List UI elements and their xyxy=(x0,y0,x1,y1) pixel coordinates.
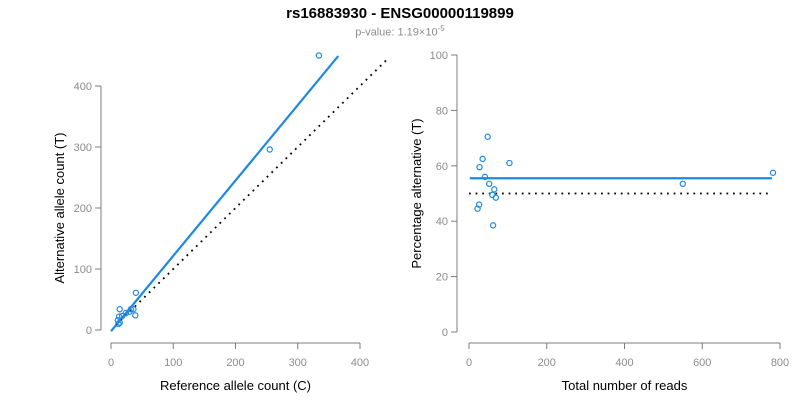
data-point xyxy=(130,306,137,313)
data-point xyxy=(122,309,130,317)
x-tick-label: 400 xyxy=(351,357,369,369)
regression-line xyxy=(110,55,340,332)
data-point xyxy=(489,222,497,229)
percentage-panel-x-axis-title: Total number of reads xyxy=(562,378,688,393)
figure-subtitle: p-value: 1.19×10-5 xyxy=(0,24,800,39)
x-tick-label: 400 xyxy=(615,357,633,369)
data-point xyxy=(115,313,123,320)
y-tick-label: 0 xyxy=(442,327,448,339)
data-point xyxy=(679,180,687,188)
data-point xyxy=(474,205,481,212)
data-point xyxy=(479,155,486,163)
data-point xyxy=(132,289,140,296)
x-tick-label: 0 xyxy=(466,357,472,369)
data-point xyxy=(132,312,139,319)
data-point xyxy=(116,319,123,326)
identity-line xyxy=(115,57,390,326)
y-tick-label: 80 xyxy=(436,105,448,117)
y-tick-label: 300 xyxy=(74,142,92,154)
x-tick-label: 200 xyxy=(538,357,556,369)
y-tick-label: 200 xyxy=(74,203,92,215)
x-tick-label: 300 xyxy=(289,357,307,369)
allele-counts-panel-x-axis-title: Reference allele count (C) xyxy=(160,378,311,393)
y-tick-label: 40 xyxy=(436,216,448,228)
x-tick-label: 100 xyxy=(164,357,182,369)
data-point xyxy=(115,320,122,328)
x-tick-label: 600 xyxy=(693,357,711,369)
percentage-panel-y-axis-title: Percentage alternative (T) xyxy=(409,118,424,268)
data-point xyxy=(486,180,493,188)
data-point xyxy=(492,194,500,201)
y-tick-label: 100 xyxy=(74,264,92,276)
allele-counts-panel-y-axis-title: Alternative allele count (T) xyxy=(52,132,67,283)
data-point xyxy=(506,159,513,167)
data-point xyxy=(484,133,491,140)
data-point xyxy=(481,173,489,181)
data-point xyxy=(116,306,123,313)
x-tick-label: 800 xyxy=(771,357,789,369)
y-tick-label: 100 xyxy=(430,50,448,62)
pvalue-exponent: -5 xyxy=(437,24,445,33)
data-point xyxy=(489,191,496,199)
y-tick-label: 60 xyxy=(436,161,448,173)
y-tick-label: 20 xyxy=(436,272,448,284)
figure-title: rs16883930 - ENSG00000119899 xyxy=(286,5,514,22)
data-point xyxy=(476,163,483,171)
data-point xyxy=(119,312,126,320)
pvalue-text: p-value: 1.19×10 xyxy=(355,26,438,39)
y-tick-label: 0 xyxy=(86,325,92,337)
data-point xyxy=(266,146,273,153)
data-point xyxy=(491,186,498,193)
x-tick-label: 0 xyxy=(108,357,114,369)
x-tick-label: 200 xyxy=(226,357,244,369)
y-tick-label: 400 xyxy=(74,81,92,93)
data-point xyxy=(315,52,323,59)
data-point xyxy=(769,169,777,176)
